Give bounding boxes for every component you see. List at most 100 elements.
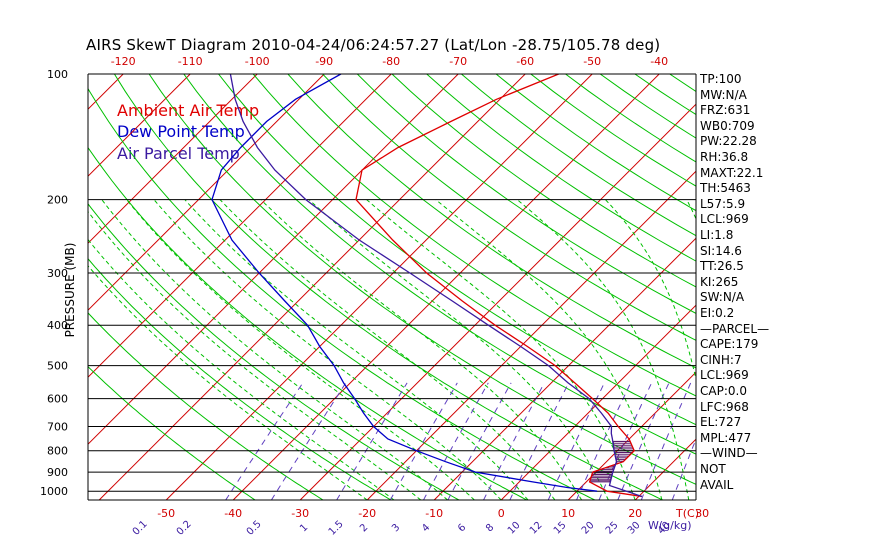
dry-adiabat-line: [88, 257, 392, 500]
legend-dew-point-temp: Dew Point Temp: [117, 122, 245, 141]
isotherm-line: [98, 74, 526, 500]
isotherm-line: [0, 74, 56, 500]
pressure-tick-label: 900: [47, 466, 68, 479]
isotherm-line: [769, 74, 870, 500]
index-panel-item: CINH:7: [700, 352, 742, 367]
mixing-ratio-label: 30: [626, 520, 643, 537]
moist-adiabat-line: [88, 265, 368, 500]
index-panel-item: PW:22.28: [700, 134, 757, 149]
mixing-ratio-line: [576, 382, 632, 500]
isotherm-line: [500, 304, 696, 500]
dry-adiabat-line: [148, 74, 696, 485]
dry-adiabat-line: [356, 74, 696, 314]
index-panel-item: EI:0.2: [700, 306, 735, 320]
index-panel-item: AVAIL: [700, 477, 734, 492]
pressure-tick-label: 500: [47, 360, 68, 373]
index-panel-item: LFC:968: [700, 399, 749, 414]
top-temperature-tick-label: -110: [178, 55, 203, 68]
pressure-tick-label: 400: [47, 319, 68, 332]
dry-adiabat-line: [809, 74, 870, 500]
isotherm-line: [88, 74, 459, 445]
mixing-ratio-label: 15: [552, 520, 569, 537]
mixing-ratio-line: [447, 382, 512, 500]
mixing-ratio-label: 12: [528, 520, 545, 537]
pressure-tick-label: 100: [47, 68, 68, 81]
index-panel-item: NOT: [700, 462, 726, 476]
dew-point-temp-line: [211, 74, 598, 492]
moist-adiabat-line: [516, 199, 690, 500]
dry-adiabat-line: [88, 312, 324, 500]
bottom-temperature-tick-label: 20: [628, 507, 642, 520]
isotherm-line: [366, 170, 696, 500]
isotherm-line: [299, 103, 696, 500]
dry-adiabat-line: [113, 74, 663, 500]
index-panel-item: MPL:477: [700, 430, 752, 445]
top-temperature-tick-label: -120: [111, 55, 136, 68]
mixing-ratio-line: [270, 382, 347, 500]
index-panel-item: CAP:0.0: [700, 384, 747, 398]
pressure-tick-label: 1000: [40, 485, 68, 498]
mixing-ratio-label: 0.5: [245, 519, 264, 538]
index-panel-item: MW:N/A: [700, 87, 747, 102]
mixing-ratio-line: [617, 382, 670, 500]
bottom-temperature-tick-label: -10: [425, 507, 443, 520]
index-panel-item: LCL:969: [700, 368, 749, 383]
chart-title: AIRS SkewT Diagram 2010-04-24/06:24:57.2…: [86, 36, 661, 54]
bottom-temperature-tick-label: 30: [695, 507, 709, 520]
mixing-ratio-label: 25: [604, 520, 621, 537]
mixing-ratio-line: [509, 382, 570, 500]
index-panel-item: WB0:709: [700, 118, 755, 133]
pressure-tick-label: 300: [47, 267, 68, 280]
index-panel-item: CAPE:179: [700, 337, 759, 352]
index-panel-item: MAXT:22.1: [700, 165, 764, 180]
index-panel-item: LCL:969: [700, 212, 749, 227]
mixing-ratio-line: [640, 382, 692, 500]
top-temperature-tick-label: -60: [516, 55, 534, 68]
bottom-temperature-tick-label: -20: [358, 507, 376, 520]
mixing-ratio-label: 0.2: [175, 519, 194, 538]
isotherm-line: [88, 74, 124, 110]
dry-adiabat-line: [391, 74, 696, 288]
top-temperature-tick-label: -100: [245, 55, 270, 68]
mixing-ratio-label: 2: [358, 522, 370, 534]
bottom-temperature-tick-label: -30: [291, 507, 309, 520]
mixing-ratio-label: 20: [580, 520, 597, 537]
dry-adiabat-line: [252, 74, 696, 397]
index-panel-item: —WIND—: [700, 446, 758, 461]
top-temperature-tick-label: -80: [382, 55, 400, 68]
dry-adiabat-line: [495, 74, 696, 212]
index-panel-item: TH:5463: [700, 181, 751, 196]
legend-ambient-air-temp: Ambient Air Temp: [117, 101, 260, 120]
top-temperature-tick-label: -50: [583, 55, 601, 68]
dry-adiabat-line: [88, 365, 256, 500]
bottom-temperature-tick-label: -50: [157, 507, 175, 520]
moist-adiabat-line: [88, 210, 422, 500]
dry-adiabat-line: [774, 74, 870, 500]
moist-adiabat-line: [435, 199, 663, 500]
dry-adiabat-line: [322, 74, 696, 341]
chart-axes: [87, 73, 697, 501]
index-panel-item: SW:N/A: [700, 290, 745, 305]
dry-adiabat-line: [426, 74, 696, 262]
air-parcel-temp-line: [229, 74, 643, 498]
index-panel-item: L57:5.9: [700, 196, 746, 211]
pressure-tick-label: 800: [47, 445, 68, 458]
index-panel-item: LI:1.8: [700, 228, 734, 242]
index-panel-item: RH:36.8: [700, 150, 749, 164]
moist-adiabat-line: [260, 199, 583, 500]
mixing-ratio-line: [336, 382, 408, 500]
isotherm-line: [88, 74, 258, 244]
mixing-ratio-line: [598, 382, 653, 500]
bottom-temperature-tick-label: 10: [561, 507, 575, 520]
moist-adiabat-line: [153, 199, 502, 500]
top-temperature-tick-label: -70: [449, 55, 467, 68]
top-temperature-tick-label: -40: [650, 55, 668, 68]
bottom-temperature-tick-label: 0: [498, 507, 505, 520]
x-axis-label: T(C): [675, 507, 699, 520]
dry-adiabat-line: [88, 146, 528, 500]
profile-series: [211, 74, 643, 498]
dry-adiabat-line: [287, 74, 696, 369]
mixing-ratio-label: 8: [484, 522, 496, 534]
